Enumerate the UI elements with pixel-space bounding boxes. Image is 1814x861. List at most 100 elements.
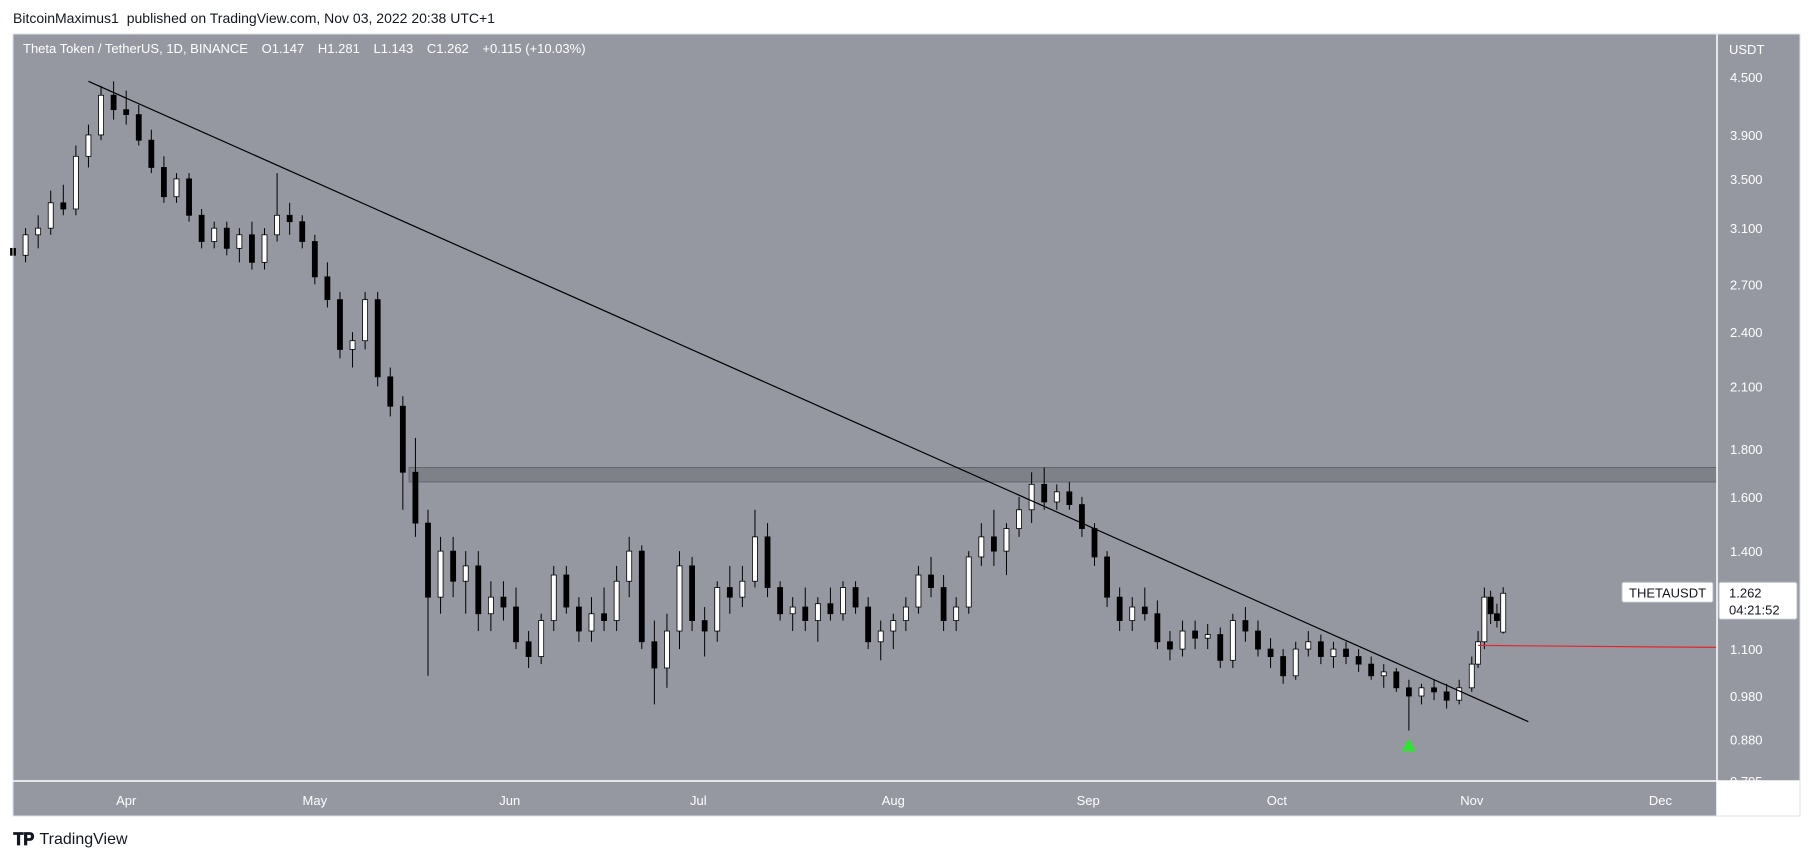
candle-body <box>1016 509 1022 529</box>
candle-body <box>1116 596 1123 621</box>
y-tick-label: 1.800 <box>1730 442 1763 457</box>
x-tick-label: Jul <box>690 793 707 808</box>
candle-body <box>978 536 985 558</box>
candle-body <box>349 340 356 350</box>
candle-body <box>35 227 42 236</box>
y-tick-label: 0.795 <box>1730 774 1763 789</box>
candle-body <box>1292 648 1299 677</box>
candle-body <box>311 241 318 278</box>
y-tick-label: 2.400 <box>1730 325 1763 340</box>
candle-body <box>550 574 557 621</box>
candle-body <box>1079 504 1085 529</box>
candle-body <box>324 276 331 301</box>
candle-body <box>161 167 167 198</box>
candle-body <box>123 109 130 116</box>
publish-text: published on TradingView.com, Nov 03, 20… <box>126 10 495 26</box>
candle-body <box>991 536 997 552</box>
candle-body <box>1487 596 1494 615</box>
last-price-value: 1.262 <box>1729 585 1762 600</box>
candle-body <box>789 606 796 615</box>
chart-pane[interactable] <box>13 34 1717 781</box>
candle-body <box>22 234 29 256</box>
candle-body <box>1468 663 1475 689</box>
candle-body <box>601 613 607 621</box>
candle-body <box>777 587 784 615</box>
candle-body <box>953 606 960 621</box>
candle-body <box>110 94 117 111</box>
price-scale[interactable] <box>1717 34 1800 781</box>
candle-body <box>1431 687 1437 693</box>
candle-body <box>613 580 620 621</box>
candle-body <box>47 202 54 229</box>
price-scale-currency: USDT <box>1729 42 1764 57</box>
candle-body <box>1494 613 1500 621</box>
candle-body <box>1217 634 1224 661</box>
candle-body <box>387 376 394 407</box>
brand-label: TradingView <box>39 831 128 848</box>
candle-body <box>1380 671 1387 677</box>
x-tick-label: Oct <box>1267 793 1288 808</box>
candle-body <box>211 227 218 242</box>
axes-layer: 4.500 3.900 3.500 3.100 2.700 2.400 2.100 1.800… <box>12 33 1801 817</box>
last-price-box <box>1718 581 1798 620</box>
candle-body <box>1028 483 1035 511</box>
candle-body <box>764 536 771 588</box>
candle-body <box>374 299 381 378</box>
candle-body <box>1475 641 1481 665</box>
y-tick-label: 2.700 <box>1730 277 1763 292</box>
candle-body <box>1405 687 1412 697</box>
candle-body <box>487 596 494 615</box>
candle-body <box>877 630 884 643</box>
candle-body <box>1368 663 1375 677</box>
time-scale[interactable] <box>13 781 1717 816</box>
candle-body <box>1330 648 1337 657</box>
candle-body <box>60 202 67 210</box>
legend-open-label: O <box>262 41 272 56</box>
y-tick-label: 2.100 <box>1730 379 1763 394</box>
candle-body <box>1355 656 1362 665</box>
y-tick-label: 0.980 <box>1730 689 1763 704</box>
candle-body <box>965 556 972 608</box>
legend-low-value: 1.143 <box>381 41 414 56</box>
candle-body <box>902 606 909 621</box>
candle-body <box>1041 483 1048 503</box>
candle-body <box>752 536 758 582</box>
candle-body <box>1418 687 1425 697</box>
candle-body <box>525 641 532 657</box>
candle-body <box>714 587 721 632</box>
legend-high-value: 1.281 <box>327 41 360 56</box>
chart-frame <box>12 33 1801 817</box>
candle-body <box>1154 613 1161 643</box>
candle-body <box>726 587 733 598</box>
candle-body <box>588 613 595 632</box>
candle-body <box>1141 606 1148 615</box>
candle-body <box>173 178 180 198</box>
candle-body <box>1267 648 1274 657</box>
candle-body <box>1500 592 1507 633</box>
x-tick-label: May <box>303 793 328 808</box>
legend-close-label: C <box>427 41 436 56</box>
candle-body <box>689 565 695 621</box>
candle-body <box>513 606 519 643</box>
x-tick-label: Apr <box>116 793 137 808</box>
candle-body <box>500 596 507 608</box>
candle-body <box>1317 641 1324 657</box>
candle-body <box>538 620 545 657</box>
tradingview-brand[interactable]: 𝐓𝐏 TradingView <box>13 830 128 850</box>
y-tick-label: 3.100 <box>1730 221 1763 236</box>
candle-body <box>1129 606 1136 621</box>
x-tick-label: Sep <box>1077 793 1100 808</box>
legend-change: +0.115 (+10.03%) <box>482 41 585 56</box>
candle-body <box>425 522 431 598</box>
y-tick-label: 3.900 <box>1730 128 1763 143</box>
publish-info: BitcoinMaximus1 published on TradingView… <box>13 10 495 26</box>
resistance-zone <box>408 466 1718 483</box>
candle-body <box>337 299 343 350</box>
author-name[interactable]: BitcoinMaximus1 <box>13 10 119 26</box>
tradingview-logo-icon: 𝐓𝐏 <box>13 830 34 849</box>
candle-body <box>72 155 79 210</box>
candle-body <box>362 299 369 342</box>
candle-body <box>85 134 92 157</box>
candle-body <box>701 620 708 632</box>
